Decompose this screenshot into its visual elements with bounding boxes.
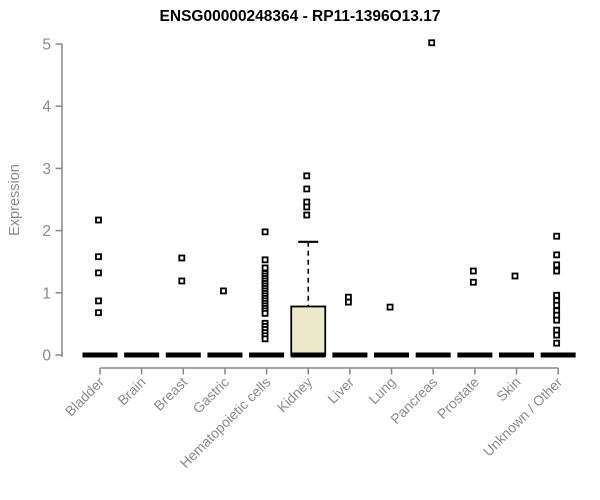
outlier-point <box>553 251 561 259</box>
outlier-point <box>553 339 561 347</box>
outlier-point <box>344 298 352 306</box>
median-bar <box>249 352 285 358</box>
median-bar <box>82 352 118 358</box>
outlier-point <box>261 264 269 272</box>
x-tick-label: Brain <box>114 374 148 408</box>
outlier-point <box>95 269 102 277</box>
median-bar <box>415 352 451 358</box>
outlier-point <box>553 316 561 324</box>
x-tick-label: Unknown / Other <box>480 374 566 460</box>
y-tick-label: 0 <box>42 348 51 365</box>
x-tick-label: Kidney <box>274 374 316 416</box>
median-bar <box>332 352 368 358</box>
outlier-point <box>261 256 269 264</box>
outlier-point <box>303 172 311 180</box>
outlier-point <box>303 211 311 219</box>
outlier-point <box>469 267 477 275</box>
x-tick-label: Liver <box>324 374 357 407</box>
outlier-point <box>303 203 311 211</box>
median-bar <box>374 352 410 358</box>
median-bar <box>207 352 243 358</box>
y-tick-label: 4 <box>42 99 51 116</box>
x-tick-label: Breast <box>150 374 190 414</box>
outlier-point <box>178 277 186 285</box>
median-bar <box>457 352 493 358</box>
outlier-point <box>261 335 269 343</box>
outlier-point <box>95 216 102 224</box>
outlier-point <box>95 253 102 261</box>
y-tick-label: 2 <box>42 223 51 240</box>
median-bar <box>290 352 326 358</box>
x-tick-label: Bladder <box>62 374 108 420</box>
median-bar <box>499 352 534 358</box>
median-bar <box>165 352 201 358</box>
outlier-point <box>261 309 269 317</box>
outlier-point <box>553 261 561 269</box>
outlier-point <box>469 278 477 286</box>
x-tick-label: Lung <box>365 374 398 407</box>
outlier-point <box>511 272 519 280</box>
outlier-point <box>428 39 436 47</box>
chart-title: ENSG00000248364 - RP11-1396O13.17 <box>159 8 441 25</box>
outlier-point <box>553 301 561 309</box>
median-bar <box>124 352 160 358</box>
median-bar <box>540 352 576 358</box>
y-tick-label: 1 <box>42 285 51 302</box>
outlier-point <box>95 297 102 305</box>
outlier-point <box>220 287 227 295</box>
outlier-point <box>95 309 102 317</box>
outlier-point <box>261 228 269 236</box>
outlier-point <box>178 254 186 262</box>
outlier-point <box>553 232 561 240</box>
box-rect <box>290 305 327 356</box>
outlier-point <box>553 331 561 339</box>
y-tick-label: 5 <box>42 37 51 54</box>
x-tick-label: Prostate <box>434 374 482 422</box>
outlier-point <box>386 303 394 311</box>
x-tick-label: Skin <box>493 374 524 405</box>
outlier-point <box>553 291 561 299</box>
y-tick-label: 3 <box>42 161 51 178</box>
outlier-point <box>303 185 311 193</box>
y-axis-label: Expression <box>7 164 23 236</box>
outlier-point <box>553 267 561 275</box>
